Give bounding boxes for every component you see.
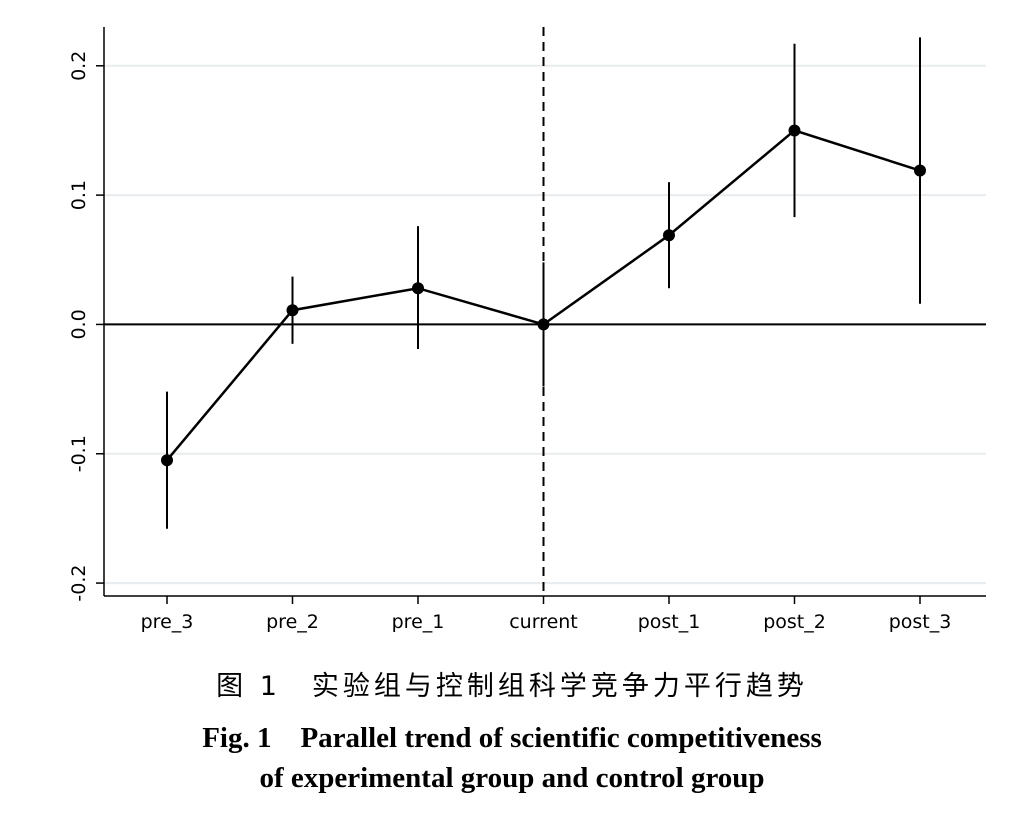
data-point: [663, 229, 675, 242]
y-tick-label: 0.0: [68, 309, 90, 339]
figure-caption-english-line2: of experimental group and control group: [259, 762, 765, 794]
data-point: [412, 282, 424, 295]
x-tick-label: post_1: [638, 611, 701, 633]
data-point: [286, 304, 299, 317]
data-point: [537, 318, 550, 331]
x-tick-label: pre_1: [392, 611, 445, 633]
data-point: [161, 454, 173, 467]
figure-caption-english-line1: Fig. 1 Parallel trend of scientific comp…: [202, 722, 822, 754]
x-tick-label: current: [509, 611, 578, 633]
chart: -0.2 -0.1 0.0 0.1 0.2 pre_3 pre_2 pre_1 current p…: [68, 27, 986, 633]
y-tick-label: -0.2: [68, 565, 90, 602]
x-tick-label: post_3: [889, 611, 952, 633]
data-point: [788, 124, 801, 137]
y-tick-label: 0.2: [68, 51, 90, 81]
x-tick-label: post_2: [763, 611, 826, 633]
tick-labels: -0.2 -0.1 0.0 0.1 0.2 pre_3 pre_2 pre_1 current p…: [68, 51, 951, 633]
data-point: [914, 164, 926, 177]
data-marks: [161, 37, 926, 529]
y-tick-label: -0.1: [68, 435, 90, 472]
figure-caption-chinese: 图 1 实验组与控制组科学竞争力平行趋势: [216, 671, 808, 702]
reference-lines: [104, 27, 986, 596]
y-tick-label: 0.1: [68, 180, 90, 210]
x-tick-label: pre_3: [141, 611, 194, 633]
axes: [96, 27, 986, 604]
x-tick-label: pre_2: [266, 611, 319, 633]
